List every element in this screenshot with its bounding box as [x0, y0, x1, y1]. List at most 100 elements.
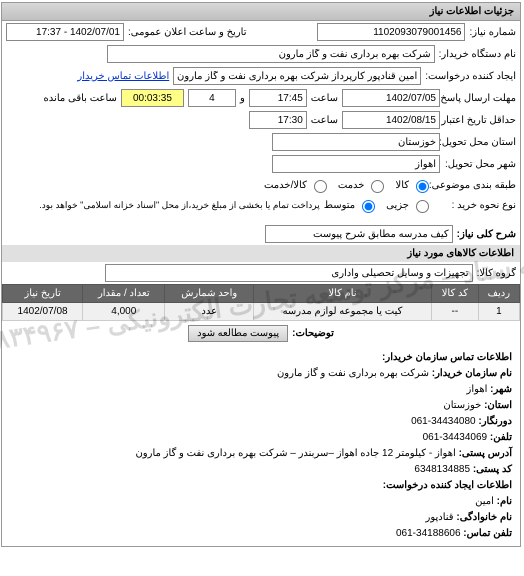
pub-dt-label: تاریخ و ساعت اعلان عمومی: [129, 27, 248, 38]
desc-label: توضیحات: [293, 328, 335, 339]
col-name: نام کالا [254, 285, 432, 303]
buy-small-label: جزیی [387, 200, 410, 211]
deadline-date-input [343, 89, 441, 107]
addr-label: آدرس پستی: [460, 448, 513, 459]
table-header-row: ردیف کد کالا نام کالا واحد شمارش تعداد /… [4, 285, 521, 303]
org-name-label: نام سازمان خریدار: [433, 368, 513, 379]
postcode-value: 6348134885 [415, 464, 471, 475]
class-both-radio[interactable]: کالا/خدمت [265, 177, 331, 193]
need-no-input [318, 23, 466, 41]
need-title-label: شرح کلی نیاز: [458, 229, 517, 240]
pub-dt-input [7, 23, 125, 41]
buy-small-radio[interactable]: جزیی [387, 197, 433, 213]
cell-date: 1402/07/08 [4, 303, 84, 321]
ctel-label: تلفن تماس: [464, 528, 513, 539]
col-date: تاریخ نیاز [4, 285, 84, 303]
class-radio-group: کالا خدمت کالا/خدمت [265, 177, 433, 193]
items-section-title: اطلاعات کالاهای مورد نیاز [3, 245, 521, 262]
city-input [273, 155, 441, 173]
row-need-no: شماره نیاز: تاریخ و ساعت اعلان عمومی: [3, 21, 521, 43]
attachment-button[interactable]: پیوست مطالعه شود [189, 325, 289, 342]
c-province-label: استان: [485, 400, 513, 411]
row-need-title: شرح کلی نیاز: [3, 223, 521, 245]
deadline-label: مهلت ارسال پاسخ: تا [445, 93, 517, 104]
buyer-org-label: نام دستگاه خریدار: [440, 49, 517, 60]
contact-block: اطلاعات تماس سازمان خریدار: نام سازمان خ… [3, 346, 521, 546]
c-city-label: شهر: [491, 384, 513, 395]
group-label: گروه کالا: [478, 268, 517, 279]
buyer-org-input [108, 45, 436, 63]
cell-unit: عدد [166, 303, 255, 321]
class-label: طبقه بندی موضوعی: [437, 180, 517, 191]
fax-label: دورنگار: [479, 416, 513, 427]
creator-input [174, 67, 422, 85]
col-idx: ردیف [479, 285, 520, 303]
tel-label: تلفن: [491, 432, 513, 443]
buy-medium-radio[interactable]: متوسط [325, 197, 379, 213]
buy-type-label: نوع نحوه خرید : [437, 200, 517, 211]
postcode-label: کد پستی: [474, 464, 513, 475]
cell-code: -- [432, 303, 479, 321]
group-input [106, 264, 474, 282]
row-creator: ایجاد کننده درخواست: اطلاعات تماس خریدار [3, 65, 521, 87]
cell-qty: 4,000 [84, 303, 166, 321]
need-title-input [266, 225, 454, 243]
class-both-label: کالا/خدمت [265, 180, 308, 191]
class-service-radio[interactable]: خدمت [339, 177, 389, 193]
contact-header: اطلاعات تماس سازمان خریدار: [11, 350, 513, 366]
city-label: شهر محل تحویل: [445, 159, 517, 170]
time-label-2: ساعت [312, 115, 339, 126]
time-label-1: ساعت [312, 93, 339, 104]
row-deadline: مهلت ارسال پاسخ: تا ساعت و ساعت باقی مان… [3, 87, 521, 109]
buy-type-note: پرداخت تمام یا بخشی از مبلغ خرید،از محل … [40, 200, 320, 211]
remain-days-input [189, 89, 237, 107]
creator-header: اطلاعات ایجاد کننده درخواست: [11, 478, 513, 494]
table-wrap: سامانه ستاد – مرکز توسعه تجارت الکترونیک… [3, 284, 521, 321]
cell-name: کیت یا مجموعه لوازم مدرسه [254, 303, 432, 321]
and-label: و [241, 93, 246, 104]
need-no-label: شماره نیاز: [470, 27, 517, 38]
c-city-value: اهواز [468, 384, 489, 395]
row-class: طبقه بندی موضوعی: کالا خدمت کالا/خدمت [3, 175, 521, 195]
row-attach: توضیحات: پیوست مطالعه شود [3, 321, 521, 346]
col-qty: تعداد / مقدار [84, 285, 166, 303]
cell-idx: 1 [479, 303, 520, 321]
validity-time-input [250, 111, 308, 129]
c-province-value: خوزستان [444, 400, 482, 411]
row-validity: حداقل تاریخ اعتبار قیمت: تا تاریخ: ساعت [3, 109, 521, 131]
creator-label: ایجاد کننده درخواست: [426, 71, 517, 82]
buy-type-radio-group: جزیی متوسط [325, 197, 433, 213]
fname-value: امین [476, 496, 495, 507]
buyer-contact-link[interactable]: اطلاعات تماس خریدار [78, 71, 170, 82]
remain-time-input [122, 89, 185, 107]
province-input [273, 133, 441, 151]
validity-date-input [343, 111, 441, 129]
row-province: استان محل تحویل: [3, 131, 521, 153]
row-city: شهر محل تحویل: [3, 153, 521, 175]
row-group: گروه کالا: [3, 262, 521, 284]
fname-label: نام: [498, 496, 513, 507]
lname-label: نام خانوادگی: [457, 512, 513, 523]
addr-value: اهواز - کیلومتر 12 جاده اهواز –سربندر – … [136, 448, 456, 459]
validity-label: حداقل تاریخ اعتبار قیمت: تا تاریخ: [445, 115, 517, 126]
tel-value: 34434069-061 [424, 432, 489, 443]
panel-title: جزئیات اطلاعات نیاز [3, 3, 521, 21]
buy-medium-label: متوسط [325, 200, 356, 211]
fax-value: 34434080-061 [412, 416, 477, 427]
col-code: کد کالا [432, 285, 479, 303]
col-unit: واحد شمارش [166, 285, 255, 303]
class-service-label: خدمت [339, 180, 366, 191]
class-goods-radio[interactable]: کالا [396, 177, 433, 193]
lname-value: قنادپور [427, 512, 455, 523]
row-buyer-org: نام دستگاه خریدار: [3, 43, 521, 65]
remain-label: ساعت باقی مانده [45, 93, 118, 104]
items-table: ردیف کد کالا نام کالا واحد شمارش تعداد /… [3, 284, 521, 321]
row-buy-type: نوع نحوه خرید : جزیی متوسط پرداخت تمام ی… [3, 195, 521, 215]
details-panel: جزئیات اطلاعات نیاز شماره نیاز: تاریخ و … [2, 2, 522, 547]
class-goods-label: کالا [396, 180, 410, 191]
table-row: 1 -- کیت یا مجموعه لوازم مدرسه عدد 4,000… [4, 303, 521, 321]
deadline-time-input [250, 89, 308, 107]
ctel-value: 34188606-061 [397, 528, 462, 539]
org-name-value: شرکت بهره برداری نفت و گاز مارون [278, 368, 430, 379]
province-label: استان محل تحویل: [445, 137, 517, 148]
